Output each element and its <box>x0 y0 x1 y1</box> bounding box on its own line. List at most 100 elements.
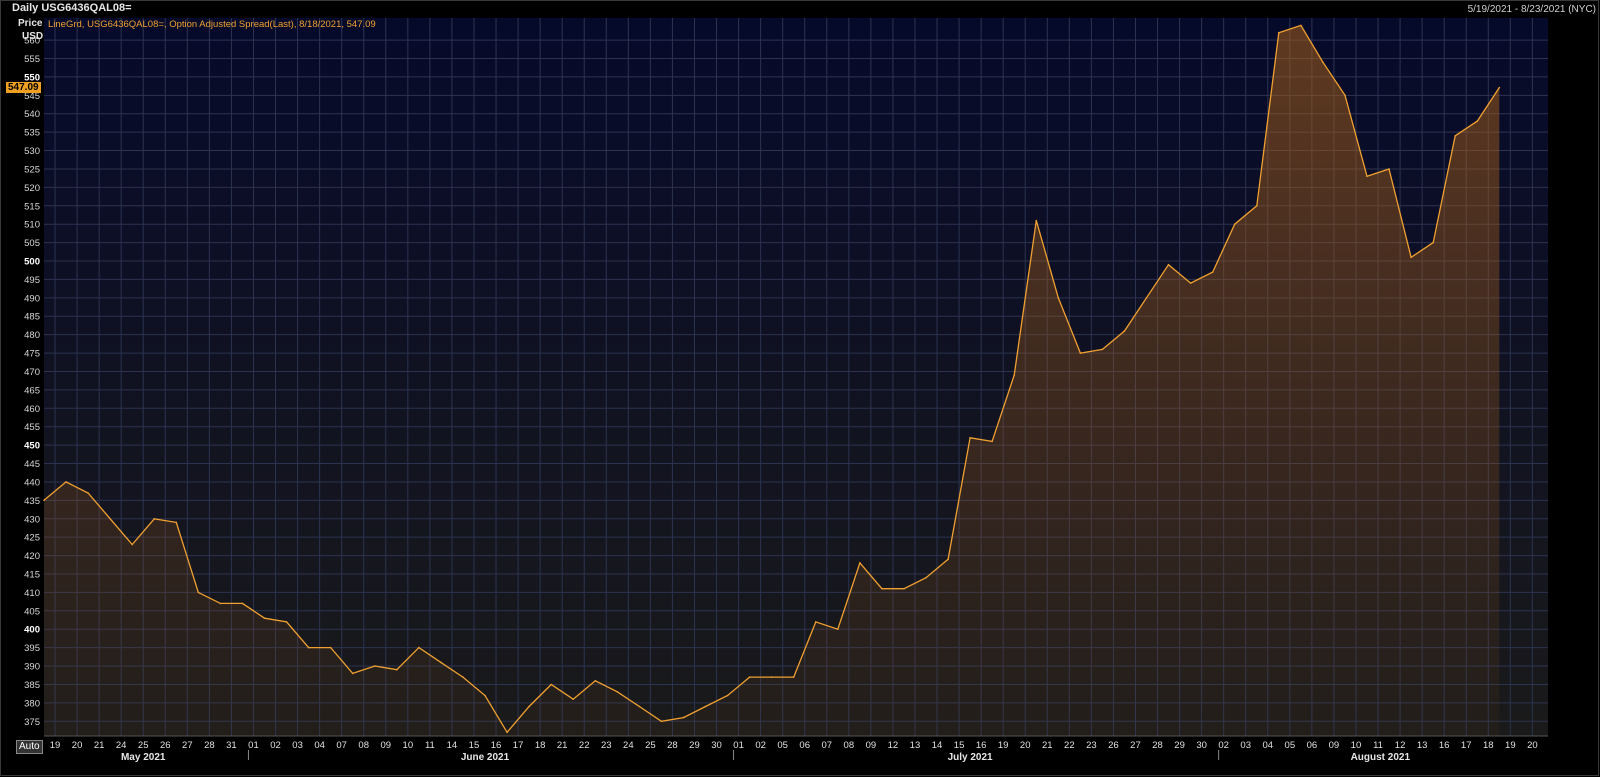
data-point <box>418 646 420 649</box>
x-tick-label: 20 <box>72 740 83 751</box>
x-tick-label: 29 <box>689 740 700 751</box>
x-tick-label: 21 <box>94 740 105 751</box>
month-label: August 2021 <box>1351 752 1411 763</box>
data-point <box>374 665 376 667</box>
y-tick-label: 515 <box>24 201 40 212</box>
x-tick-label: 01 <box>248 740 259 751</box>
data-point <box>263 617 266 619</box>
x-tick-label: 02 <box>1218 740 1229 751</box>
data-point <box>1300 24 1302 27</box>
x-tick-label: 20 <box>1527 740 1538 751</box>
y-tick-label: 525 <box>24 164 40 175</box>
data-point <box>197 591 200 594</box>
data-point <box>1410 256 1412 259</box>
x-tick-label: 18 <box>1483 740 1494 751</box>
data-point <box>484 694 486 697</box>
chart-title: Daily USG6436QAL08= <box>12 2 132 14</box>
y-tick-label: 410 <box>24 588 40 599</box>
y-tick-label: 520 <box>24 183 40 194</box>
data-point <box>792 676 795 678</box>
y-tick-label: 540 <box>24 109 40 120</box>
y-tick-label: 475 <box>24 349 40 360</box>
y-tick-label: 430 <box>24 514 40 525</box>
y-tick-label: 455 <box>24 422 40 433</box>
x-tick-label: 28 <box>204 740 215 751</box>
x-tick-label: 03 <box>292 740 303 751</box>
x-tick-label: 21 <box>1042 740 1053 751</box>
x-tick-label: 16 <box>491 740 502 751</box>
data-point <box>528 705 530 708</box>
auto-scale-button[interactable]: Auto <box>16 740 43 754</box>
data-point <box>748 676 751 678</box>
x-tick-label: 02 <box>755 740 766 751</box>
y-tick-label: 530 <box>24 146 40 157</box>
x-tick-label: 07 <box>821 740 832 751</box>
data-point <box>351 672 354 675</box>
data-point <box>1278 31 1280 34</box>
data-point <box>153 518 156 520</box>
data-point <box>1322 61 1324 63</box>
y-tick-label: 505 <box>24 238 40 249</box>
y-tick-label: 495 <box>24 275 40 286</box>
data-point <box>1366 175 1368 178</box>
x-tick-label: 10 <box>1351 740 1362 751</box>
x-tick-label: 20 <box>1020 740 1031 751</box>
y-tick-label: 545 <box>24 91 40 102</box>
x-tick-label: 05 <box>777 740 788 751</box>
x-tick-label: 12 <box>888 740 899 751</box>
x-tick-label: 10 <box>403 740 414 751</box>
data-point <box>87 492 89 494</box>
y-tick-label: 490 <box>24 293 40 304</box>
title-bar: Daily USG6436QAL08= 5/19/2021 - 8/23/202… <box>0 0 1600 18</box>
data-point <box>704 705 707 708</box>
y-tick-label: 395 <box>24 643 40 654</box>
x-tick-label: 30 <box>1196 740 1207 751</box>
data-point <box>1432 241 1434 244</box>
x-tick-label: 13 <box>910 740 921 751</box>
y-tick-label: 460 <box>24 404 40 415</box>
data-point <box>1145 297 1148 299</box>
data-point <box>219 602 222 605</box>
x-tick-label: 09 <box>380 740 391 751</box>
data-point <box>1476 120 1479 122</box>
month-label: June 2021 <box>461 752 510 763</box>
data-point <box>1233 223 1236 225</box>
y-axis-title-usd: USD <box>22 31 44 42</box>
x-tick-label: 16 <box>1439 740 1450 751</box>
x-tick-label: 22 <box>1064 740 1075 751</box>
data-point <box>506 731 508 734</box>
y-tick-label: 400 <box>24 625 40 636</box>
y-tick-label: 535 <box>24 128 40 139</box>
data-point <box>594 680 597 682</box>
y-tick-label: 375 <box>24 717 40 728</box>
x-tick-label: 13 <box>1417 740 1428 751</box>
x-tick-label: 31 <box>226 740 237 751</box>
x-tick-label: 26 <box>160 740 171 751</box>
x-tick-label: 08 <box>358 740 369 751</box>
data-point <box>1035 219 1038 222</box>
x-tick-label: 09 <box>1329 740 1340 751</box>
data-point <box>1256 205 1258 207</box>
x-tick-label: 11 <box>1373 740 1383 751</box>
x-tick-label: 15 <box>469 740 480 751</box>
data-point <box>175 521 178 524</box>
x-tick-label: 09 <box>866 740 877 751</box>
x-tick-label: 17 <box>513 740 524 751</box>
data-point <box>396 668 398 671</box>
y-tick-label: 500 <box>24 257 40 268</box>
x-tick-label: 24 <box>623 740 634 751</box>
x-tick-label: 05 <box>1285 740 1296 751</box>
data-point <box>837 628 839 630</box>
data-point <box>969 437 971 439</box>
x-tick-label: 16 <box>976 740 987 751</box>
data-point <box>65 481 67 483</box>
y-tick-label: 425 <box>24 533 40 544</box>
data-point <box>285 621 288 623</box>
x-tick-label: 30 <box>711 740 722 751</box>
y-tick-label: 380 <box>24 698 40 709</box>
data-point <box>462 676 464 678</box>
data-point <box>1013 374 1015 377</box>
data-point <box>109 518 111 520</box>
y-tick-label: 445 <box>24 459 40 470</box>
